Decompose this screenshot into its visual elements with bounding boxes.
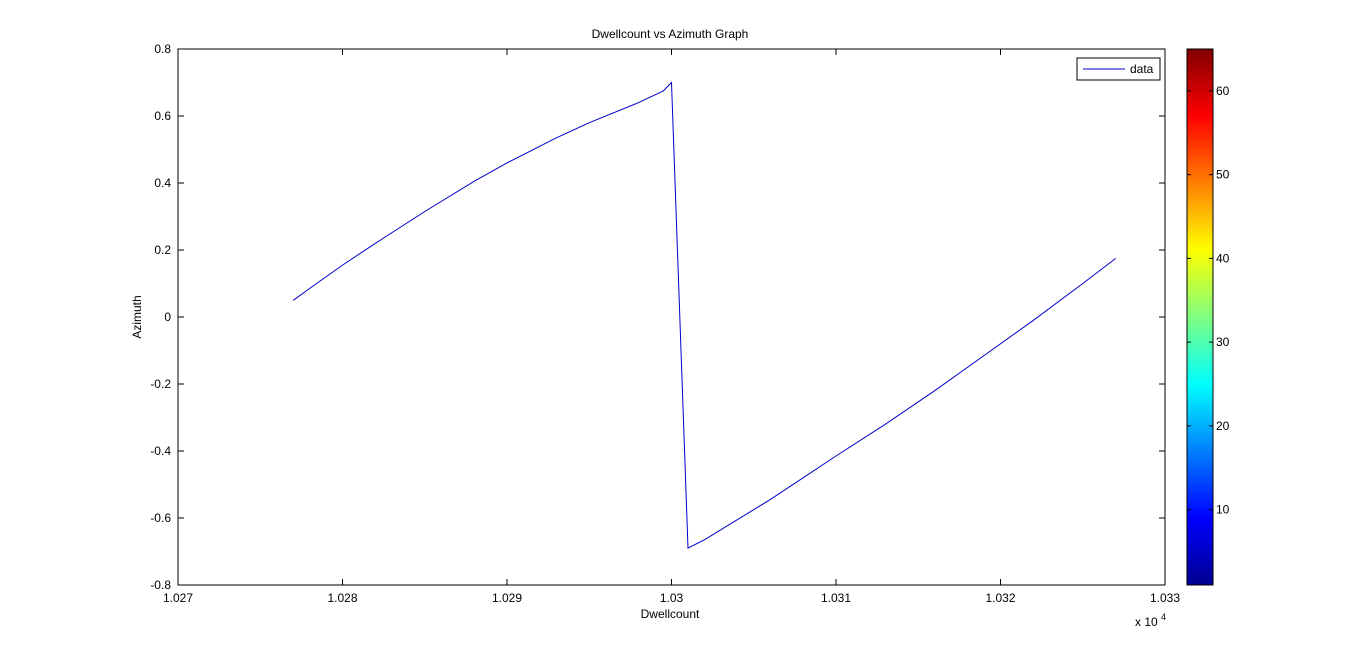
y-tick-label: 0 <box>164 310 171 324</box>
chart-title: Dwellcount vs Azimuth Graph <box>592 27 749 41</box>
x-tick-label: 1.031 <box>821 591 851 605</box>
y-axis: -0.8 -0.6 -0.4 -0.2 0 0.2 0.4 0.6 0.8 <box>150 42 1165 592</box>
y-axis-label: Azimuth <box>130 295 144 338</box>
legend-label-data: data <box>1130 62 1154 76</box>
x-axis-label: Dwellcount <box>641 607 700 621</box>
colorbar-tick-label: 30 <box>1216 335 1230 349</box>
y-tick-label: 0.8 <box>154 42 171 56</box>
colorbar-tick-label: 10 <box>1216 503 1230 517</box>
legend: data <box>1076 57 1161 81</box>
x-tick-label: 1.033 <box>1150 591 1180 605</box>
y-tick-label: -0.8 <box>150 578 171 592</box>
x-tick-label: 1.029 <box>492 591 522 605</box>
y-tick-label: -0.4 <box>150 444 171 458</box>
y-tick-label: 0.6 <box>154 109 171 123</box>
colorbar-tick-label: 20 <box>1216 419 1230 433</box>
y-tick-label: 0.4 <box>154 176 171 190</box>
colorbar-tick-label: 60 <box>1216 84 1230 98</box>
y-tick-label: -0.2 <box>150 377 171 391</box>
colorbar-ticks: 10 20 30 40 50 60 <box>1187 84 1230 517</box>
colorbar <box>1186 48 1214 586</box>
series-line-data <box>292 81 1117 549</box>
x-axis-multiplier: x 10 4 <box>1135 612 1166 629</box>
x-axis-multiplier-exponent: 4 <box>1161 612 1166 622</box>
colorbar-tick-label: 40 <box>1216 251 1230 265</box>
x-tick-label: 1.027 <box>163 591 193 605</box>
colorbar-tick-label: 50 <box>1216 168 1230 182</box>
y-tick-label: -0.6 <box>150 511 171 525</box>
x-tick-label: 1.028 <box>327 591 357 605</box>
x-tick-label: 1.032 <box>985 591 1015 605</box>
plot-area <box>177 48 1166 586</box>
y-tick-label: 0.2 <box>154 243 171 257</box>
x-axis-multiplier-base: x 10 <box>1135 615 1158 629</box>
x-axis: 1.027 1.028 1.029 1.03 1.031 1.032 1.033 <box>163 49 1180 605</box>
x-tick-label: 1.03 <box>660 591 684 605</box>
